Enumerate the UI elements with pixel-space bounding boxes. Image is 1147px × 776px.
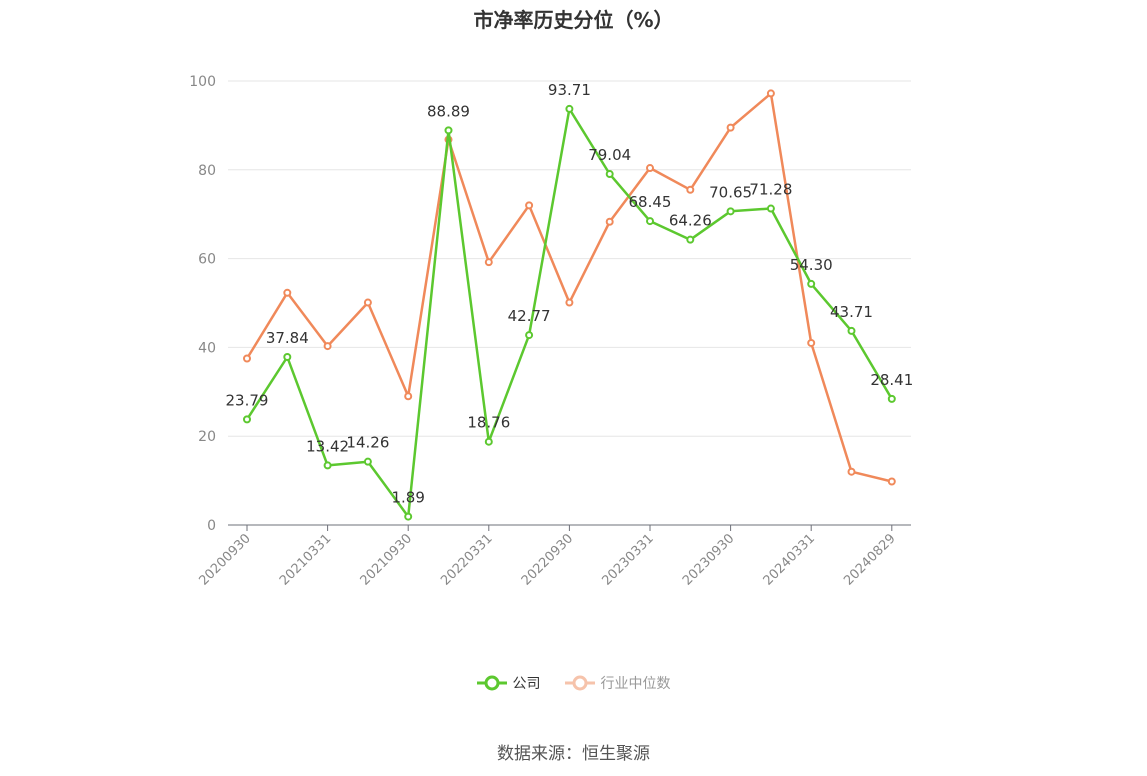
data-point[interactable] — [887, 394, 896, 403]
data-point[interactable] — [807, 338, 816, 347]
data-point[interactable] — [525, 331, 534, 340]
legend-line-circle-icon — [564, 675, 595, 691]
data-point[interactable] — [363, 457, 372, 466]
legend-line-circle-icon — [476, 675, 507, 691]
data-point[interactable] — [726, 123, 735, 132]
data-label: 93.71 — [548, 81, 591, 99]
legend-item-industry[interactable]: 行业中位数 — [564, 673, 671, 693]
x-tick-label: 20210331 — [277, 531, 334, 588]
data-label: 54.30 — [790, 256, 833, 274]
data-point[interactable] — [766, 89, 775, 98]
y-tick-label: 60 — [198, 252, 216, 268]
data-label: 88.89 — [427, 102, 470, 120]
x-tick-label: 20230930 — [680, 531, 737, 588]
data-point[interactable] — [525, 201, 534, 210]
legend-label-industry: 行业中位数 — [600, 676, 671, 692]
data-point[interactable] — [847, 467, 856, 476]
x-tick-label: 20220930 — [519, 531, 576, 588]
data-point[interactable] — [565, 104, 574, 113]
y-tick-label: 0 — [207, 518, 216, 534]
y-tick-label: 100 — [189, 74, 216, 90]
data-point[interactable] — [323, 461, 332, 470]
data-label: 43.71 — [830, 303, 873, 321]
data-point[interactable] — [243, 415, 251, 424]
data-point[interactable] — [605, 170, 614, 179]
chart-title: 市净率历史分位（%） — [473, 8, 674, 32]
data-label: 1.89 — [391, 489, 424, 507]
data-label: 42.77 — [508, 307, 551, 325]
data-point[interactable] — [807, 279, 816, 288]
data-label: 18.76 — [467, 414, 510, 432]
data-label: 37.84 — [266, 329, 309, 347]
data-point[interactable] — [646, 217, 654, 226]
y-tick-label: 80 — [198, 163, 216, 179]
data-point[interactable] — [484, 437, 493, 446]
data-label: 23.79 — [226, 391, 269, 409]
data-label: 14.26 — [346, 434, 389, 452]
data-point[interactable] — [283, 352, 292, 361]
data-point[interactable] — [646, 164, 654, 173]
x-tick-label: 20240829 — [841, 531, 898, 588]
series-line-industry — [245, 92, 893, 483]
data-point[interactable] — [686, 235, 695, 244]
x-tick-label: 20200930 — [196, 531, 253, 588]
data-point[interactable] — [847, 326, 856, 335]
data-label: 70.65 — [709, 183, 752, 201]
data-point[interactable] — [444, 126, 453, 135]
data-source: 数据来源：恒生聚源 — [497, 744, 650, 764]
data-point[interactable] — [686, 185, 695, 194]
data-label: 13.42 — [306, 437, 349, 455]
data-point[interactable] — [565, 298, 574, 307]
y-tick-label: 20 — [198, 429, 216, 445]
data-point[interactable] — [726, 207, 735, 216]
data-point[interactable] — [404, 512, 413, 521]
data-point[interactable] — [605, 217, 614, 226]
series — [243, 89, 896, 521]
legend-item-company[interactable]: 公司 — [476, 673, 541, 693]
data-label: 28.41 — [870, 371, 913, 389]
x-tick-label: 20240331 — [761, 531, 818, 588]
data-point[interactable] — [243, 354, 251, 363]
legend: 公司 行业中位数 — [0, 673, 1147, 693]
x-tick-label: 20220331 — [438, 531, 495, 588]
data-point[interactable] — [887, 477, 896, 486]
line-chart: 0 20 40 60 80 100 20200930 20210331 20210930 2022… — [189, 74, 914, 589]
data-label: 79.04 — [588, 146, 631, 164]
data-point[interactable] — [283, 288, 292, 297]
data-point[interactable] — [484, 258, 493, 267]
x-tick-label: 20230331 — [599, 531, 656, 588]
y-tick-label: 40 — [198, 340, 216, 356]
x-tick-label: 20210930 — [358, 531, 415, 588]
data-label: 64.26 — [669, 212, 712, 230]
data-point[interactable] — [766, 204, 775, 213]
data-point[interactable] — [363, 298, 372, 307]
data-label: 71.28 — [749, 181, 792, 199]
legend-label-company: 公司 — [512, 676, 541, 692]
data-point[interactable] — [404, 392, 413, 401]
data-point[interactable] — [323, 342, 332, 351]
data-label: 68.45 — [629, 193, 672, 211]
